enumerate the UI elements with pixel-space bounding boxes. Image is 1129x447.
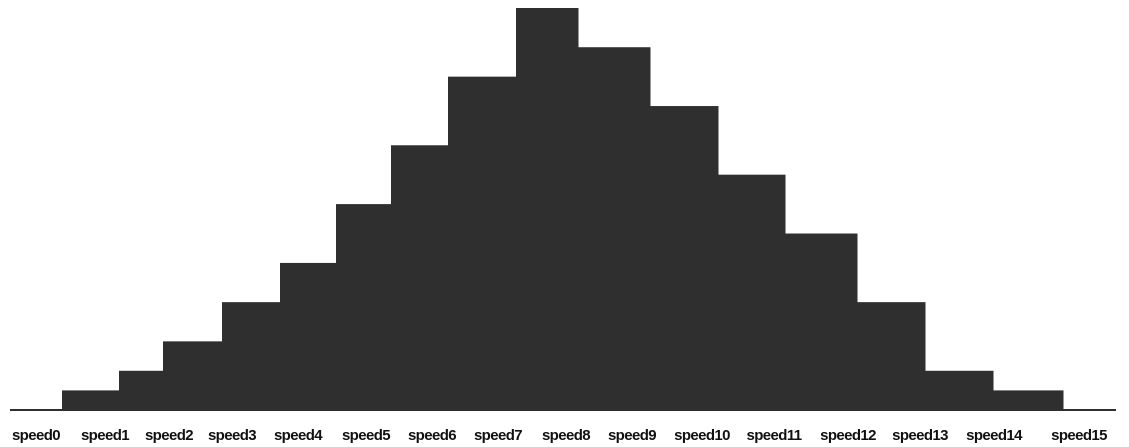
bar-speed13 [857, 302, 926, 410]
bar-speed3 [222, 302, 281, 410]
x-tick-labels: speed0 speed1 speed2 speed3 speed4 speed5 spee… [12, 427, 1108, 444]
x-tick-label-speed5: speed5 [342, 427, 390, 444]
bars-group [62, 8, 1064, 411]
x-tick-label-speed7: speed7 [474, 427, 522, 444]
bar-speed0 [62, 390, 120, 410]
x-tick-label-speed15: speed15 [1051, 427, 1107, 444]
x-tick-label-speed4: speed4 [274, 427, 323, 444]
x-tick-label-speed9: speed9 [608, 427, 656, 444]
x-tick-label-speed13: speed13 [892, 427, 948, 444]
bar-speed15 [993, 390, 1064, 410]
bar-speed2 [163, 341, 223, 410]
x-tick-label-speed8: speed8 [542, 427, 590, 444]
x-tick-label-speed1: speed1 [81, 427, 129, 444]
x-tick-label-speed11: speed11 [746, 427, 801, 444]
x-tick-label-speed14: speed14 [966, 427, 1023, 444]
x-tick-label-speed0: speed0 [12, 427, 60, 444]
bar-speed5 [336, 204, 392, 410]
bar-speed10 [650, 106, 719, 411]
bar-speed7 [448, 76, 517, 410]
x-tick-label-speed2: speed2 [145, 427, 193, 444]
bar-speed1 [119, 370, 164, 410]
x-tick-label-speed6: speed6 [408, 427, 456, 444]
bar-speed9 [578, 47, 651, 410]
bar-speed4 [280, 262, 337, 410]
bar-speed14 [925, 370, 994, 410]
bar-speed8 [516, 8, 579, 410]
bar-speed6 [391, 145, 449, 410]
x-tick-label-speed3: speed3 [208, 427, 256, 444]
x-tick-label-speed10: speed10 [674, 427, 730, 444]
bar-speed12 [785, 233, 858, 410]
x-tick-label-speed12: speed12 [820, 427, 876, 444]
bar-speed11 [718, 174, 786, 410]
